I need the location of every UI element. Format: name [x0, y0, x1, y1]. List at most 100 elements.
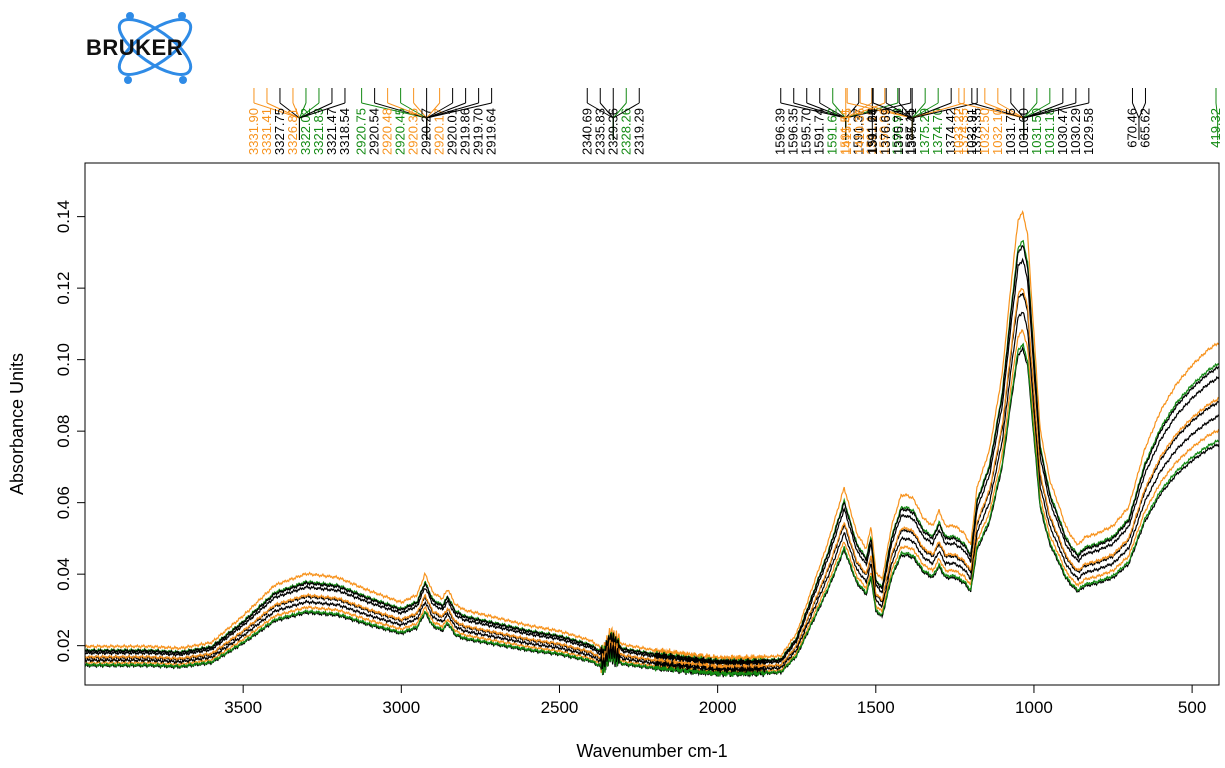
peak-leader-diagonal: [400, 102, 427, 119]
peak-leader-diagonal: [292, 102, 300, 119]
spectrum-line: [84, 245, 1219, 666]
peak-leader-diagonal: [860, 102, 913, 119]
peak-leader-diagonal: [587, 102, 614, 119]
x-tick-label: 1000: [1015, 698, 1053, 717]
peak-label: 1391.24: [865, 108, 880, 155]
peak-label: 1375.71: [891, 108, 906, 155]
peak-leader-diagonal: [832, 102, 847, 119]
spectrum-line: [84, 257, 1220, 668]
peak-label: 2328.26: [618, 108, 633, 155]
peak-leader-diagonal: [885, 102, 913, 119]
peak-label: 1031.50: [1029, 108, 1044, 155]
peak-leader-diagonal: [1215, 102, 1219, 119]
peak-leader-diagonal: [374, 102, 427, 119]
spectrum-line: [84, 239, 1220, 665]
peak-leader-diagonal: [1138, 102, 1146, 119]
peak-label: 2319.29: [631, 108, 646, 155]
peak-label: 1587.15: [903, 108, 918, 155]
spectrum-line: [84, 329, 1220, 677]
peak-leader-diagonal: [1023, 102, 1038, 119]
peak-label: 2919.64: [484, 108, 499, 155]
peak-leader-diagonal: [613, 102, 640, 119]
peak-leader-diagonal: [806, 102, 846, 119]
peak-label: 670.46: [1124, 108, 1139, 148]
peak-label: 2919.86: [458, 108, 473, 155]
peak-leader-diagonal: [612, 102, 627, 119]
y-axis: 0.02 0.04 0.06 0.08 0.10 0.12 0.14: [54, 200, 85, 662]
peak-label: 3331.41: [259, 108, 274, 155]
peak-label: 1032.50: [977, 108, 992, 155]
y-tick-label: 0.10: [54, 343, 73, 376]
spectrum-series: [84, 210, 1220, 678]
spectrum-line: [84, 287, 1220, 671]
peak-label: 1031.18: [1042, 108, 1057, 155]
peak-label: 2920.45: [393, 108, 408, 155]
peak-leader-diagonal: [997, 102, 1025, 119]
peak-leader-diagonal: [984, 102, 1025, 119]
peak-leader-diagonal: [253, 102, 300, 119]
x-tick-label: 2500: [541, 698, 579, 717]
peak-labels: 3331.903331.413327.753326.813322.023321.…: [246, 88, 1223, 155]
x-tick-label: 3000: [382, 698, 420, 717]
peak-leader-diagonal: [426, 102, 466, 119]
peak-label: 2920.01: [445, 108, 460, 155]
peak-leader-diagonal: [958, 102, 1024, 119]
peak-leader-diagonal: [971, 102, 1024, 119]
peak-label: 1374.42: [943, 108, 958, 155]
peak-leader-diagonal: [898, 102, 913, 119]
peak-leader-diagonal: [1010, 102, 1025, 119]
peak-leader-diagonal: [426, 102, 441, 119]
y-axis-label: Absorbance Units: [7, 353, 27, 495]
peak-leader-diagonal: [299, 102, 320, 119]
peak-label: 1376.69: [878, 108, 893, 155]
peak-label: 3321.47: [324, 108, 339, 155]
y-tick-label: 0.06: [54, 486, 73, 519]
peak-leader-diagonal: [299, 102, 346, 119]
peak-label: 1029.58: [1081, 108, 1096, 155]
peak-label: 1030.47: [1055, 108, 1070, 155]
spectrum-line: [84, 210, 1220, 663]
y-tick-label: 0.12: [54, 272, 73, 305]
peak-leader-diagonal: [1023, 102, 1064, 119]
peak-label: 1591.37: [851, 108, 866, 155]
y-tick-label: 0.04: [54, 558, 73, 591]
peak-label: 1415.45: [839, 108, 854, 155]
peak-label: 2920.36: [406, 108, 421, 155]
peak-label: 1591.62: [825, 108, 840, 155]
x-tick-label: 500: [1178, 698, 1206, 717]
peak-leader-diagonal: [1023, 102, 1051, 119]
peak-label: 1590.93: [890, 108, 905, 155]
peak-label: 1595.70: [799, 108, 814, 155]
peak-label: 2919.70: [471, 108, 486, 155]
peak-label: 1590.96: [877, 108, 892, 155]
peak-leader-diagonal: [819, 102, 846, 119]
peak-leader-diagonal: [911, 102, 926, 119]
peak-leader-diagonal: [911, 102, 939, 119]
y-tick-label: 0.14: [54, 200, 73, 233]
peak-label: 3331.90: [246, 108, 261, 155]
peak-leader-diagonal: [845, 102, 885, 119]
spectrum-line: [85, 311, 1220, 674]
spectrum-line: [84, 342, 1220, 678]
peak-label: 2920.54: [367, 108, 382, 155]
peak-label: 2920.75: [354, 108, 369, 155]
peak-leader-diagonal: [266, 102, 300, 119]
x-axis: 3500 3000 2500 2000 1500 1000 500: [224, 685, 1206, 717]
peak-label: 3326.81: [285, 108, 300, 155]
peak-leader-diagonal: [1132, 102, 1140, 119]
peak-label: 665.62: [1137, 108, 1152, 148]
y-tick-label: 0.02: [54, 629, 73, 662]
plot-frame: [84, 162, 1220, 686]
x-tick-label: 1500: [857, 698, 895, 717]
x-tick-label: 2000: [699, 698, 737, 717]
x-tick-label: 3500: [224, 698, 262, 717]
peak-leader-diagonal: [912, 102, 978, 119]
peak-leader-diagonal: [361, 102, 427, 119]
bruker-atom-logo-icon: [117, 12, 193, 84]
peak-label: 1032.10: [990, 108, 1005, 155]
peak-leader-diagonal: [847, 102, 913, 119]
y-tick-label: 0.08: [54, 415, 73, 448]
peak-label: 1033.22: [951, 108, 966, 155]
peak-label: 1591.19: [864, 108, 879, 155]
peak-label: 2335.83: [592, 108, 607, 155]
